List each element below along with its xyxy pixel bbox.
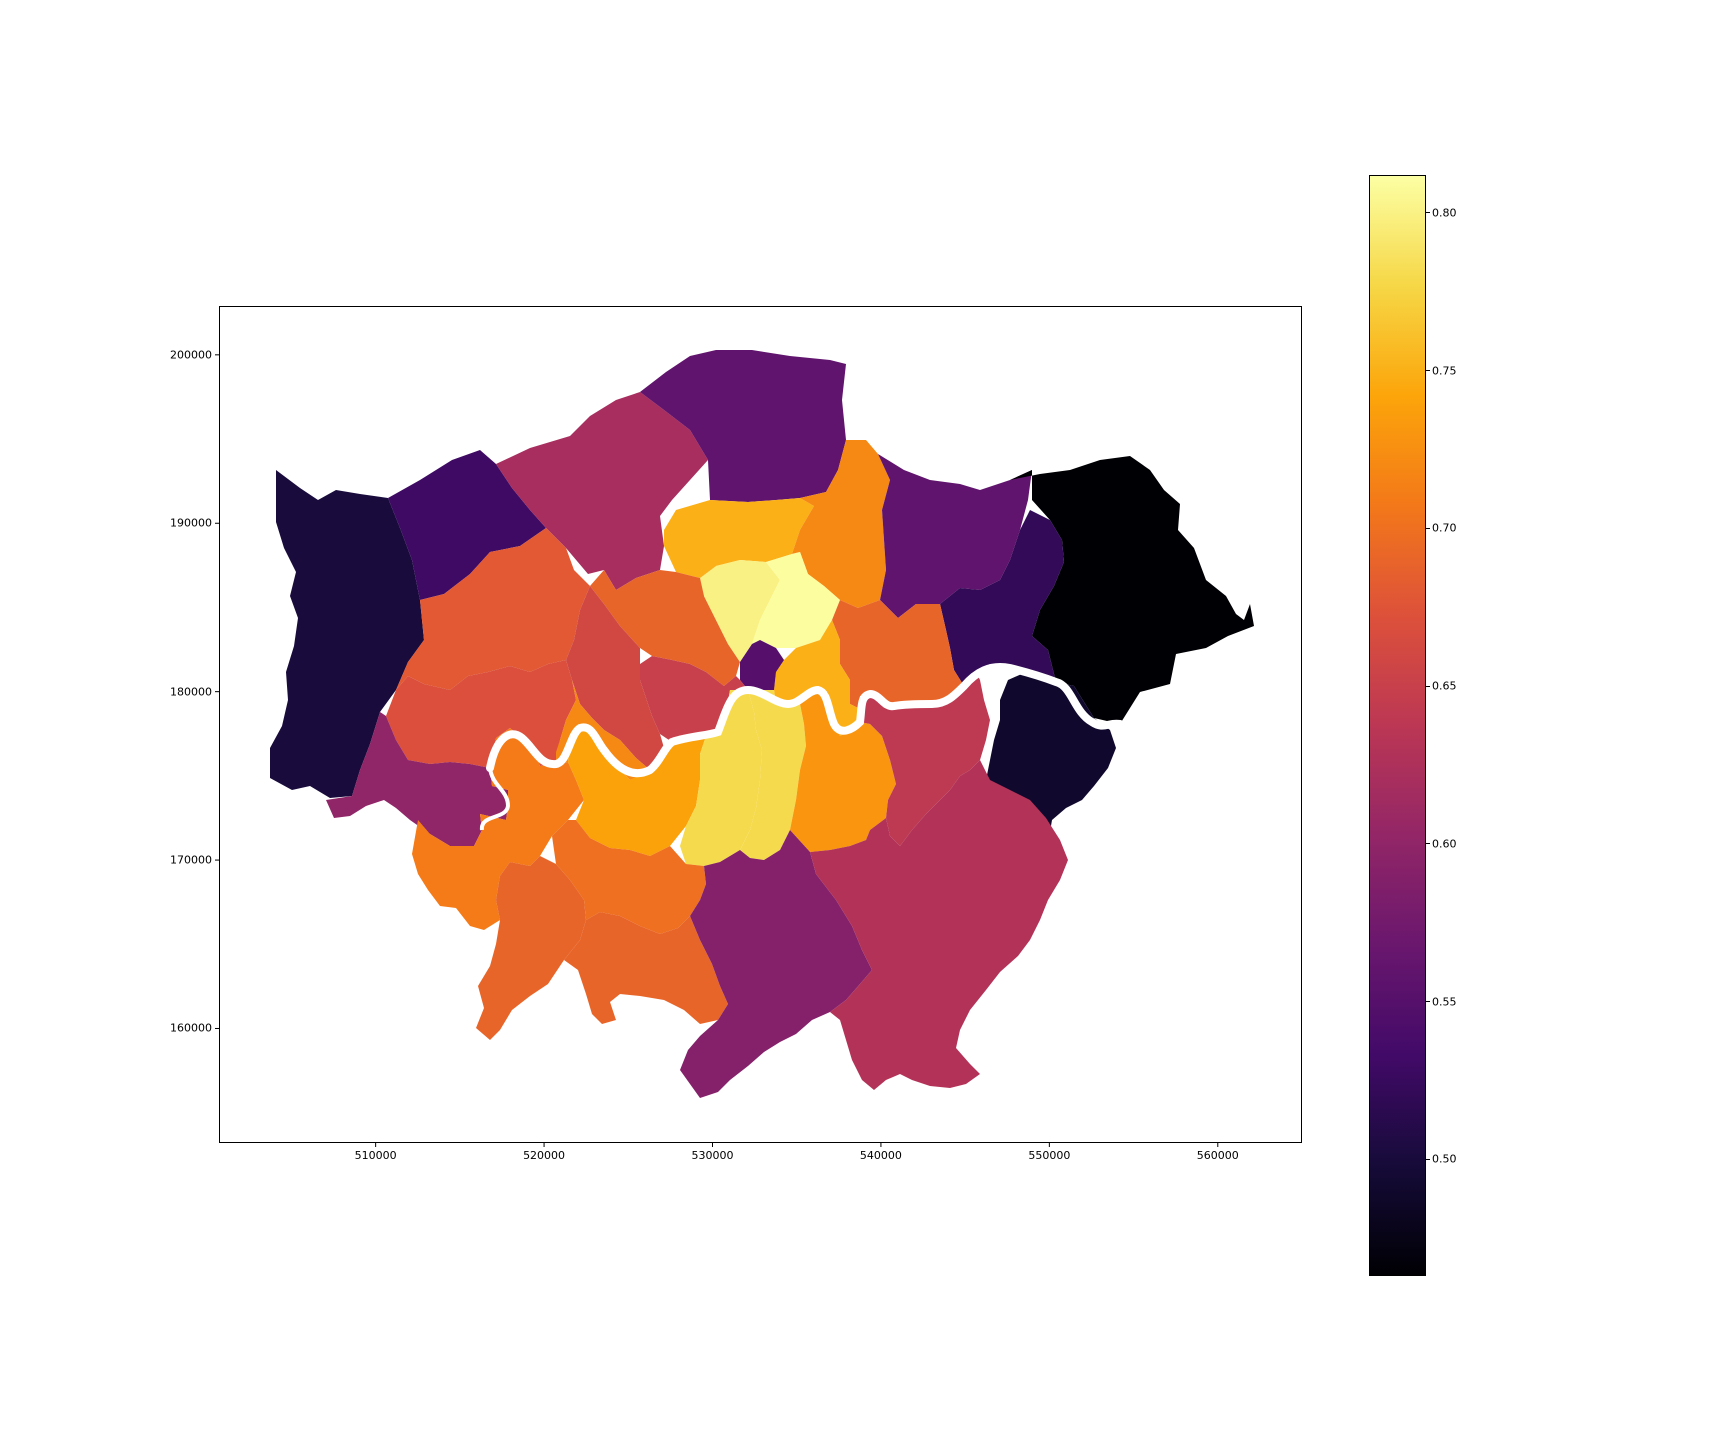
borough-barnet [496,392,708,590]
y-tick-label: 180000 [170,685,212,699]
borough-waltham-forest [792,440,890,608]
borough-hillingdon [270,470,424,798]
river-thames-west [480,767,511,831]
borough-richmond [412,728,584,930]
x-tick-label: 520000 [523,1149,566,1162]
borough-city [740,640,784,690]
borough-sutton [564,912,728,1024]
borough-lambeth [680,690,762,866]
borough-hounslow [326,712,508,846]
borough-harrow [388,450,546,600]
y-axis-ticks [215,354,219,1029]
borough-islington [700,560,780,662]
y-tick-label: 160000 [170,1021,212,1035]
borough-barking [940,510,1064,686]
borough-regions [270,350,1254,1098]
x-tick-label: 560000 [1196,1149,1239,1162]
borough-redbridge [878,454,1032,618]
colorbar-tick [1426,1158,1430,1160]
colorbar-tick [1426,843,1430,845]
borough-tower-hamlets [774,620,860,736]
y-tick-label: 200000 [170,348,212,362]
colorbar-tick-label: 0.65 [1432,679,1457,693]
x-tick-label: 540000 [859,1149,902,1162]
colorbar-tick-label: 0.50 [1432,1152,1457,1166]
colorbar-tick-label: 0.60 [1432,837,1457,851]
borough-croydon [680,830,872,1098]
borough-camden [590,566,740,686]
borough-brent [396,528,590,690]
borough-southwark [740,690,806,860]
y-tick-label: 170000 [170,853,212,867]
colorbar-tick-label: 0.75 [1432,364,1457,378]
colorbar-tick [1426,370,1430,372]
colorbar-tick-label: 0.70 [1432,521,1457,535]
borough-kensington [566,586,664,770]
borough-hackney [752,552,840,648]
borough-kingston [476,856,586,1040]
colorbar-tick [1426,527,1430,529]
borough-hammersmith [556,680,650,780]
river-thames [486,663,1124,778]
borough-lewisham [790,690,896,852]
borough-enfield [640,350,846,502]
x-tick-label: 510000 [354,1149,397,1162]
colorbar [1369,175,1426,1276]
colorbar-tick-label: 0.55 [1432,995,1457,1009]
borough-wandsworth [568,728,706,856]
colorbar-tick [1426,685,1430,687]
borough-greenwich [860,672,990,846]
borough-havering [1010,456,1254,724]
x-tick-label: 530000 [691,1149,734,1162]
borough-bromley [810,760,1068,1090]
y-tick-label: 190000 [170,516,212,530]
borough-haringey [664,498,814,578]
x-tick-label: 550000 [1028,1149,1071,1162]
colorbar-tick-label: 0.80 [1432,206,1457,220]
x-axis-ticks [375,1143,1219,1147]
borough-merton [552,820,706,934]
colorbar-tick [1426,1001,1430,1003]
colorbar-tick [1426,212,1430,214]
borough-newham [832,600,964,708]
